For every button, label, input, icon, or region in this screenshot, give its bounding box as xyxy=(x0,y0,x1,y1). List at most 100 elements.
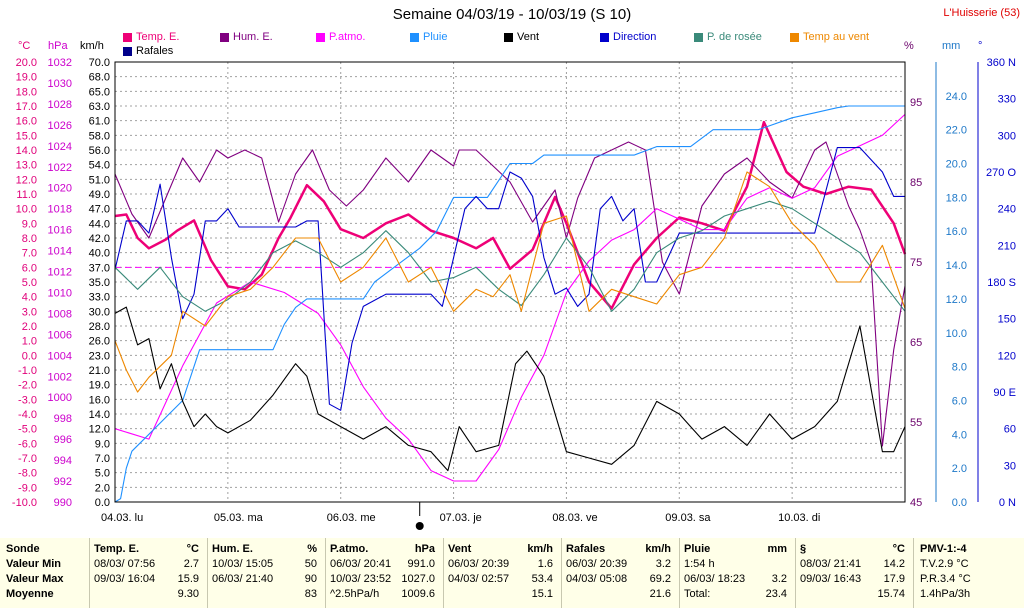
legend-item-windchill: Temp au vent xyxy=(790,31,869,43)
wind-tick-label: 61.0 xyxy=(89,116,110,128)
legend-label: Hum. E. xyxy=(233,31,273,43)
wind-tick-label: 19.0 xyxy=(89,380,110,392)
wind-tick-label: 51.0 xyxy=(89,174,110,186)
temp-tick-label: 18.0 xyxy=(16,86,37,98)
stats-col-gusts: Rafales km/h 06/03/ 20:39 3.2 04/03/ 05:… xyxy=(562,538,680,608)
direction-tick-label: 210 xyxy=(998,240,1016,252)
stats-value: P.R.3.4 °C xyxy=(920,573,971,585)
legend-item-direction: Direction xyxy=(600,31,656,43)
stats-value: 991.0 xyxy=(407,558,435,570)
legend-label: Direction xyxy=(613,31,657,43)
temp-tick-label: 15.0 xyxy=(16,130,37,142)
stats-unit: mm xyxy=(767,543,787,555)
pressure-tick-label: 998 xyxy=(54,413,72,425)
temp-tick-label: -5.0 xyxy=(18,424,37,436)
temp-tick-label: -3.0 xyxy=(18,394,37,406)
legend-swatch xyxy=(410,32,419,42)
temp-tick-label: -1.0 xyxy=(18,365,37,377)
pressure-tick-label: 1014 xyxy=(48,246,72,258)
temp-tick-label: 6.0 xyxy=(22,262,37,274)
wind-tick-label: 7.0 xyxy=(95,453,110,465)
stats-date: 1:54 h xyxy=(684,558,715,570)
temp-tick-label: 20.0 xyxy=(16,57,37,69)
pressure-axis-unit: hPa xyxy=(48,40,68,52)
direction-tick-label: 360 N xyxy=(987,57,1016,69)
wind-tick-label: 35.0 xyxy=(89,277,110,289)
wind-tick-label: 28.0 xyxy=(89,321,110,333)
stats-date: 10/03/ 15:05 xyxy=(212,558,274,570)
wind-tick-label: 0.0 xyxy=(95,497,110,509)
stats-row-label: Valeur Max xyxy=(6,573,64,585)
stats-value: 1009.6 xyxy=(401,588,435,600)
stats-value: 23.4 xyxy=(765,588,787,600)
temp-tick-label: -6.0 xyxy=(18,438,37,450)
temp-axis-unit: °C xyxy=(18,40,31,52)
legend-swatch xyxy=(790,32,799,42)
series-line xyxy=(114,105,905,503)
rain-tick-label: 16.0 xyxy=(946,226,967,238)
temp-tick-label: -10.0 xyxy=(12,497,37,509)
wind-tick-label: 44.0 xyxy=(89,218,110,230)
pressure-tick-label: 1010 xyxy=(48,287,72,299)
legend-swatch xyxy=(123,32,132,42)
rain-tick-label: 10.0 xyxy=(946,328,967,340)
wind-tick-label: 9.0 xyxy=(95,438,110,450)
legend-label: Vent xyxy=(517,31,540,43)
x-tick-label: 06.03. me xyxy=(327,512,376,524)
legend-item-wind: Vent xyxy=(504,31,539,43)
pressure-tick-label: 996 xyxy=(54,434,72,446)
stats-col-rain: Pluie mm 1:54 h 06/03/ 18:23 3.2 Total: … xyxy=(680,538,796,608)
wind-tick-label: 14.0 xyxy=(89,409,110,421)
stats-date: 06/03/ 20:41 xyxy=(330,558,392,570)
direction-tick-label: 330 xyxy=(998,94,1016,106)
wind-tick-label: 47.0 xyxy=(89,204,110,216)
stats-value: 2.7 xyxy=(183,558,199,570)
pressure-tick-label: 992 xyxy=(54,476,72,488)
stats-row-label: Valeur Min xyxy=(6,558,62,570)
temp-tick-label: 17.0 xyxy=(16,101,37,113)
direction-tick-label: 300 xyxy=(998,130,1016,142)
stats-value: 21.6 xyxy=(649,588,671,600)
stats-value: 1.6 xyxy=(537,558,553,570)
legend-item-press: P.atmo. xyxy=(316,31,366,43)
legend-item-rain: Pluie xyxy=(410,31,447,43)
stats-value: 69.2 xyxy=(649,573,671,585)
pressure-tick-label: 1008 xyxy=(48,308,72,320)
stats-unit: % xyxy=(307,543,317,555)
stats-date: 04/03/ 02:57 xyxy=(448,573,510,585)
stats-unit: °C xyxy=(186,543,199,555)
direction-tick-label: 90 E xyxy=(993,387,1016,399)
stats-header: Temp. E. xyxy=(94,543,140,555)
wind-tick-label: 16.0 xyxy=(89,394,110,406)
direction-tick-label: 270 O xyxy=(986,167,1016,179)
pressure-tick-label: 1016 xyxy=(48,225,72,237)
legend-item-temp: Temp. E. xyxy=(123,31,179,43)
temp-tick-label: 16.0 xyxy=(16,116,37,128)
rain-tick-label: 14.0 xyxy=(946,260,967,272)
pressure-tick-label: 1024 xyxy=(48,141,72,153)
pressure-tick-label: 1026 xyxy=(48,120,72,132)
rain-tick-label: 20.0 xyxy=(946,159,967,171)
stats-value: 90 xyxy=(304,573,317,585)
stats-value: 1.4hPa/3h xyxy=(920,588,971,600)
stats-date: 09/03/ 16:43 xyxy=(800,573,862,585)
station-name: L'Huisserie (53) xyxy=(943,7,1020,19)
series-line xyxy=(114,147,905,411)
stats-unit: km/h xyxy=(527,543,553,555)
time-marker-icon xyxy=(415,522,424,530)
stats-date: 06/03/ 21:40 xyxy=(212,573,274,585)
direction-tick-label: 240 xyxy=(998,204,1016,216)
wind-tick-label: 2.0 xyxy=(95,482,110,494)
stats-date: 06/03/ 18:23 xyxy=(684,573,746,585)
temp-tick-label: 5.0 xyxy=(22,277,37,289)
stats-value: 53.4 xyxy=(531,573,553,585)
legend-swatch xyxy=(504,32,513,42)
x-tick-label: 08.03. ve xyxy=(552,512,597,524)
humidity-tick-label: 45 xyxy=(910,497,922,509)
stats-header: Rafales xyxy=(566,543,606,555)
rain-tick-label: 0.0 xyxy=(952,497,967,509)
rain-tick-label: 24.0 xyxy=(946,91,967,103)
stats-value: 15.9 xyxy=(177,573,199,585)
rain-tick-label: 2.0 xyxy=(952,463,967,475)
wind-tick-label: 54.0 xyxy=(89,160,110,172)
